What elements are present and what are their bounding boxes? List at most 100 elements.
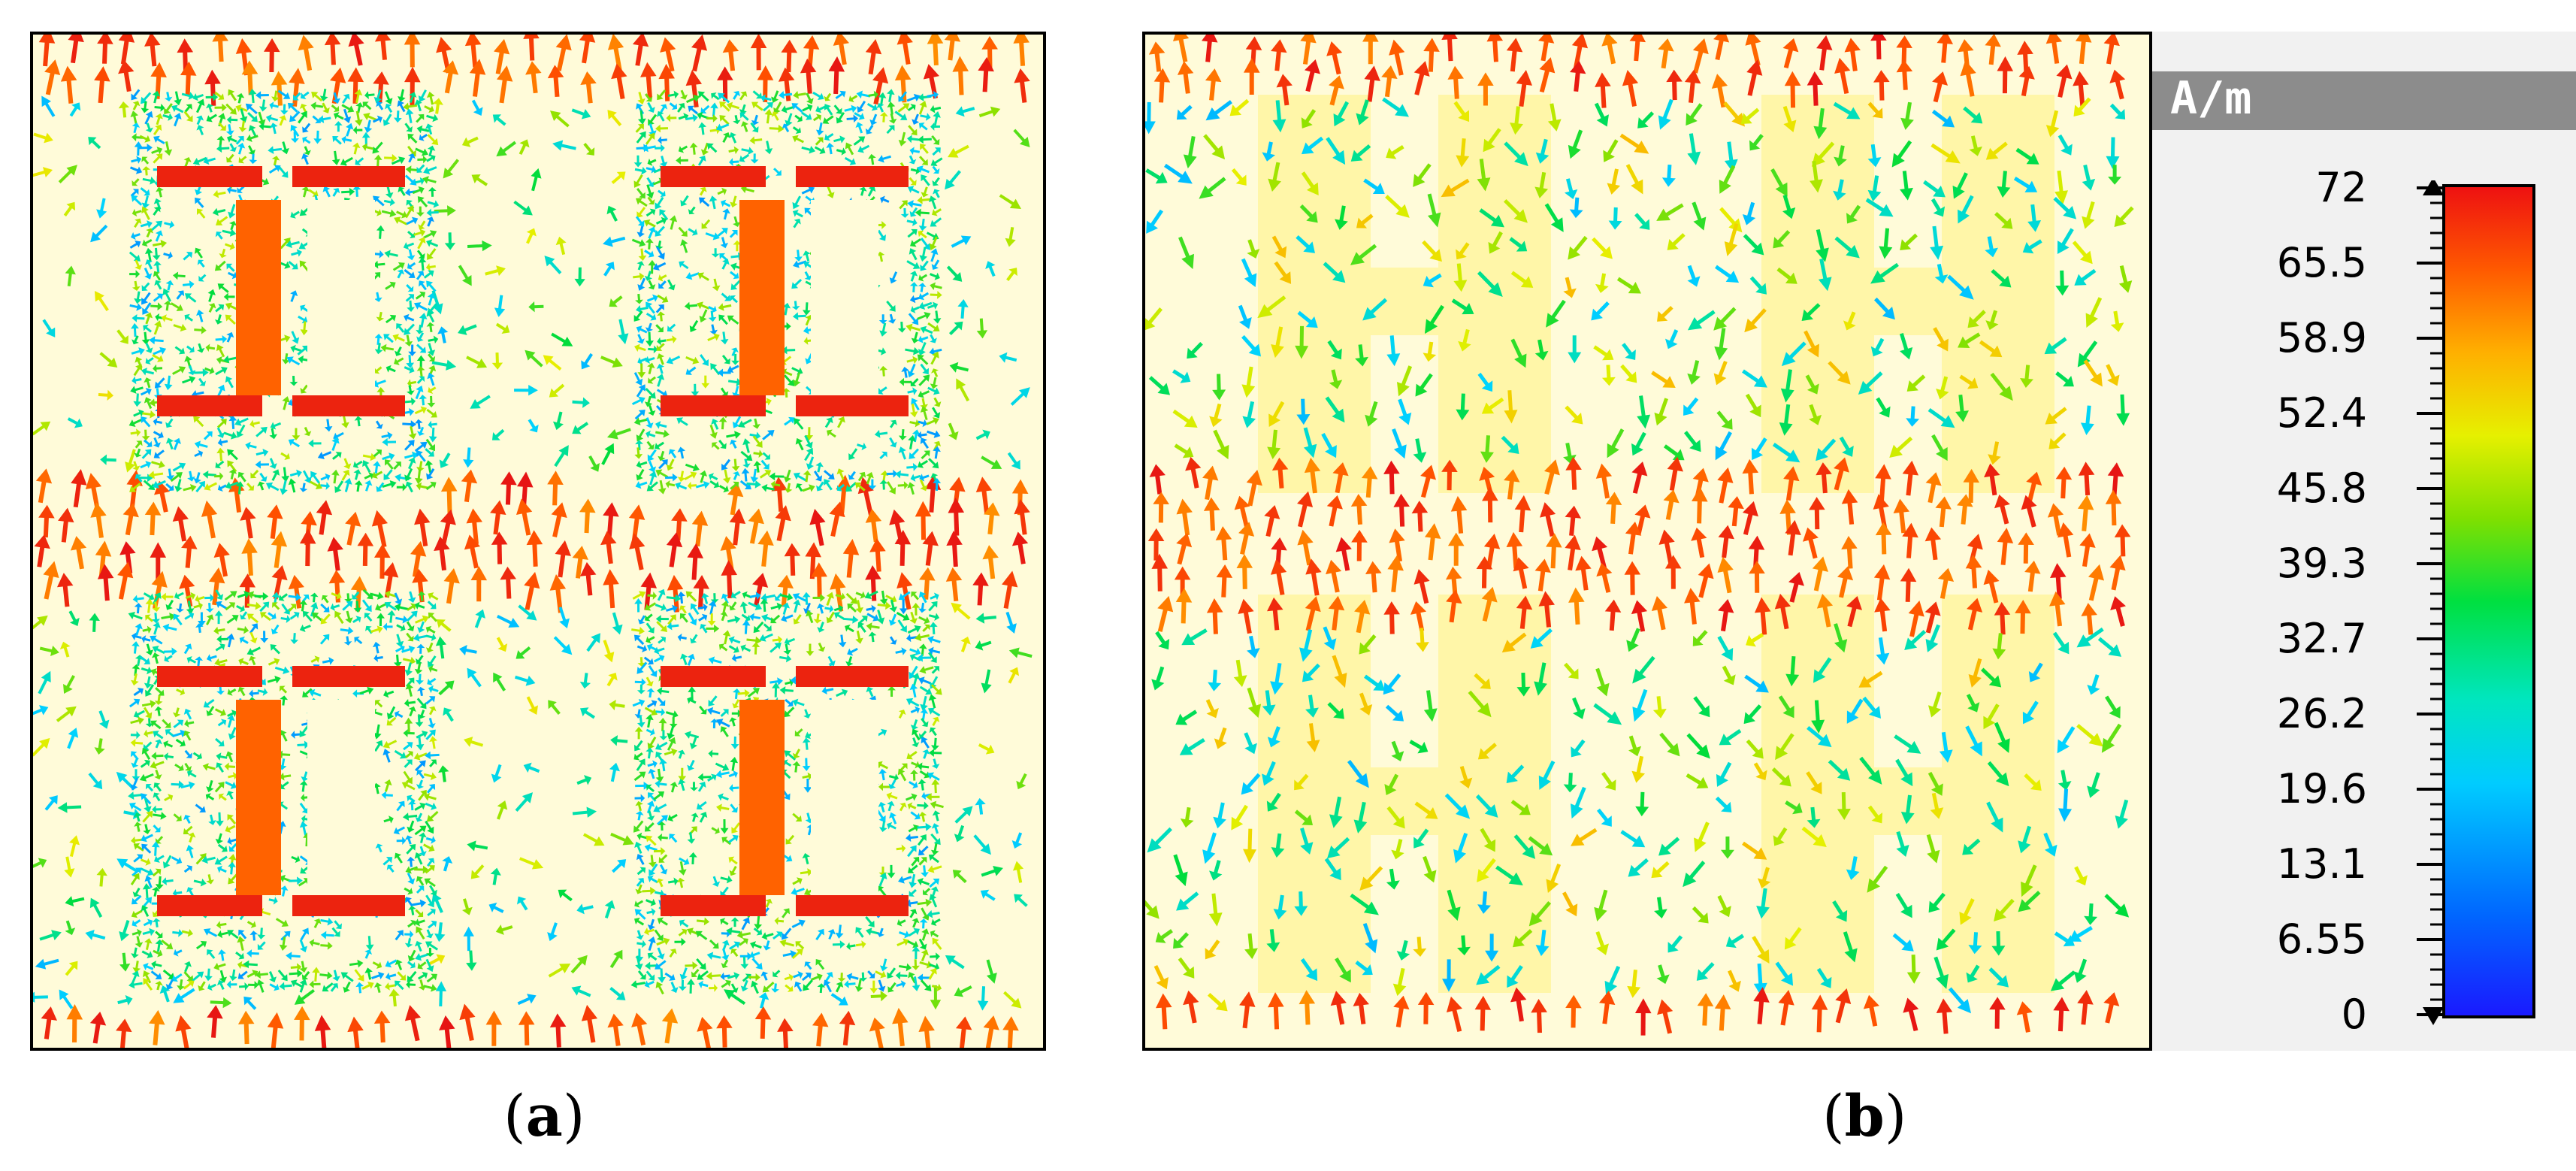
arrow-icon (1620, 830, 1646, 848)
arrow-icon (352, 591, 360, 600)
arrow-icon (879, 365, 888, 377)
arrow-icon (238, 120, 247, 132)
arrow-icon (184, 749, 192, 758)
arrow-icon (416, 697, 427, 710)
arrow-icon (493, 38, 510, 74)
arrow-icon (419, 280, 427, 291)
arrow-icon (116, 858, 139, 873)
arrow-icon (677, 592, 686, 604)
arrow-icon (747, 688, 760, 698)
arrow-icon (931, 368, 939, 377)
arrow-icon (739, 91, 748, 101)
arrow-icon (204, 482, 218, 491)
arrow-icon (933, 189, 940, 198)
arrow-icon (721, 259, 730, 270)
arrow-icon (824, 104, 833, 116)
arrow-icon (142, 302, 152, 315)
arrow-icon (634, 841, 642, 855)
arrow-icon (2118, 265, 2133, 293)
arrow-icon (741, 917, 750, 930)
arrow-icon (2105, 695, 2121, 719)
arrow-icon (376, 101, 384, 110)
arrow-icon (145, 342, 153, 353)
arrow-icon (646, 165, 656, 174)
arrow-icon (248, 89, 257, 104)
arrow-icon (343, 636, 352, 646)
arrow-icon (984, 502, 1000, 535)
arrow-icon (373, 89, 382, 104)
arrow-icon (896, 611, 910, 621)
arrow-icon (1894, 734, 1921, 754)
arrow-icon (143, 741, 153, 750)
arrow-icon (739, 104, 747, 114)
arrow-icon (700, 104, 710, 113)
arrow-icon (764, 109, 773, 124)
arrow-icon (310, 471, 321, 484)
arrow-icon (184, 762, 192, 771)
arrow-icon (1172, 35, 1190, 62)
arrow-icon (1510, 106, 1523, 135)
resonator-feature (292, 395, 405, 416)
arrow-icon (999, 194, 1021, 209)
arrow-icon (784, 637, 796, 646)
arrow-icon (1990, 372, 2013, 401)
arrow-icon (701, 375, 710, 389)
arrow-icon (576, 775, 592, 785)
arrow-icon (1571, 35, 1589, 68)
arrow-icon (132, 208, 142, 217)
arrow-icon (1925, 472, 1942, 504)
arrow-icon (827, 186, 835, 198)
arrow-icon (1746, 739, 1764, 759)
arrow-icon (685, 272, 700, 280)
arrow-icon (868, 153, 876, 165)
arrow-icon (918, 1015, 935, 1048)
arrow-icon (824, 470, 835, 480)
arrow-icon (912, 728, 921, 741)
arrow-icon (1717, 556, 1734, 594)
arrow-icon (794, 981, 803, 992)
arrow-icon (118, 35, 135, 65)
arrow-icon (342, 601, 353, 611)
arrow-icon (1488, 231, 1503, 254)
arrow-icon (471, 174, 488, 186)
arrow-icon (186, 887, 195, 897)
arrow-icon (474, 609, 485, 628)
arrow-icon (553, 636, 573, 655)
arrow-icon (1392, 967, 1407, 997)
arrow-icon (412, 899, 427, 908)
arrow-icon (217, 283, 229, 293)
arrow-icon (746, 480, 761, 489)
arrow-icon (39, 930, 62, 941)
arrow-icon (493, 672, 506, 691)
arrow-icon (407, 794, 416, 803)
arrow-icon (392, 334, 405, 342)
arrow-icon (458, 324, 477, 335)
arrow-icon (152, 90, 161, 104)
arrow-icon (1658, 529, 1675, 564)
arrow-icon (844, 156, 856, 165)
arrow-icon (757, 530, 774, 567)
arrow-icon (750, 468, 759, 483)
arrow-icon (1205, 100, 1232, 121)
arrow-icon (183, 708, 192, 720)
arrow-icon (646, 636, 655, 644)
arrow-icon (1834, 457, 1849, 491)
resonator-feature (796, 895, 909, 916)
arrow-icon (134, 218, 142, 228)
arrow-icon (664, 748, 678, 756)
arrow-icon (571, 985, 591, 997)
arrow-icon (1486, 35, 1504, 62)
arrow-icon (835, 982, 844, 993)
arrow-icon (130, 428, 141, 437)
arrow-icon (407, 820, 415, 833)
arrow-icon (1637, 111, 1655, 129)
arrow-icon (919, 567, 936, 600)
arrow-icon (394, 357, 404, 365)
arrow-icon (792, 877, 803, 885)
arrow-icon (804, 447, 814, 461)
arrow-icon (419, 846, 427, 857)
arrow-icon (1958, 195, 1974, 224)
arrow-icon (666, 335, 677, 343)
arrow-icon (373, 543, 391, 579)
arrow-icon (144, 268, 153, 280)
